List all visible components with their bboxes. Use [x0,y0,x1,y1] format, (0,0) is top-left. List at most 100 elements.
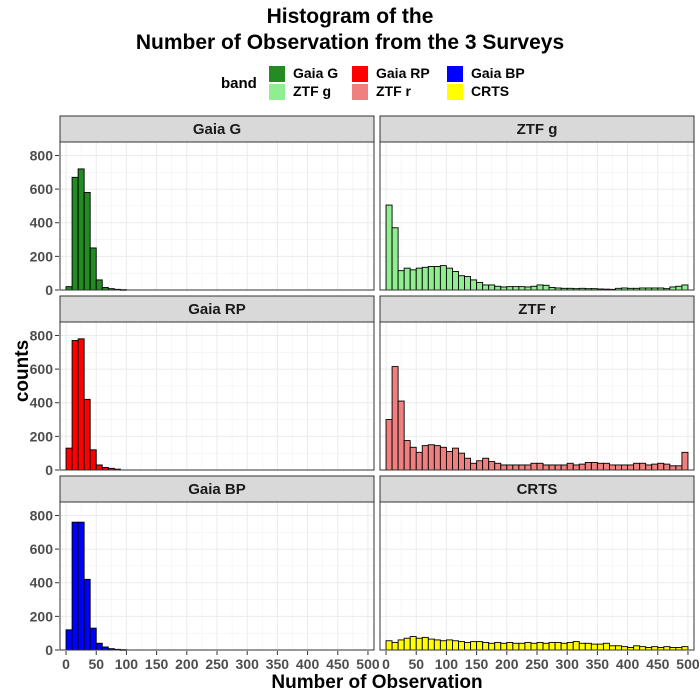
y-tick-label: 200 [30,428,54,444]
bar-crts [452,640,459,651]
bar-ztf-g [506,286,514,291]
y-tick-label: 0 [45,282,53,298]
y-tick-label: 800 [30,507,54,523]
x-tick-label: 400 [296,656,320,672]
bar-ztf-g [476,281,484,291]
x-tick-label: 500 [676,656,700,672]
bar-crts [542,642,550,651]
bar-crts [415,637,423,651]
bar-ztf-r [681,451,689,471]
bar-ztf-g [536,284,544,291]
bar-crts [566,641,574,651]
x-tick-label: 450 [326,656,350,672]
bar-ztf-r [403,440,411,471]
bar-ztf-g [488,284,496,291]
x-tick-label: 300 [556,656,580,672]
bar-ztf-r [476,460,484,471]
chart-title-line-1: Histogram of the [266,5,434,28]
bar-gaia-bp [83,578,91,651]
bar-ztf-r [566,462,574,471]
bar-ztf-g [415,267,423,291]
y-tick-label: 600 [30,181,54,197]
bar-ztf-r [639,462,647,471]
bar-ztf-r [409,446,417,471]
legend-title: band [221,75,257,92]
bar-crts [385,640,393,651]
bar-gaia-g [89,247,97,291]
legend-key-ztf-r [352,84,368,100]
bar-crts [663,646,671,651]
panel-gaia-bp: Gaia BP [59,475,375,651]
x-tick-label: 150 [145,656,169,672]
x-tick-label: 50 [88,656,104,672]
bar-ztf-r [572,464,580,471]
legend-key-gaia-g [269,66,285,82]
bar-ztf-r [445,451,453,471]
bar-gaia-bp [71,521,79,651]
x-tick-label: 150 [465,656,489,672]
x-tick-label: 250 [525,656,549,672]
legend-label-ztf-g: ZTF g [293,83,332,99]
panel-border [379,501,695,651]
panel-strip-label: Gaia BP [188,481,246,498]
chart-title: Histogram of the Number of Observation f… [0,4,700,56]
bar-ztf-r [512,464,520,471]
bar-ztf-r [675,465,683,471]
panel-border [59,501,375,651]
bar-ztf-g [427,266,435,291]
bar-crts [403,637,411,651]
bar-crts [397,639,405,651]
bar-ztf-r [536,462,544,471]
bar-crts [433,639,441,651]
bar-crts [482,641,490,651]
bar-ztf-r [470,462,478,471]
y-tick-label: 600 [30,541,54,557]
bar-crts [584,642,592,651]
bar-ztf-g [421,266,429,291]
bar-ztf-r [651,463,659,471]
bar-ztf-g [494,285,502,291]
panel-border [59,321,375,471]
bar-ztf-r [645,464,653,471]
bar-gaia-g [95,279,103,291]
panel-strip-label: Gaia G [193,121,241,138]
bar-gaia-rp [65,447,73,471]
legend-label-gaia-rp: Gaia RP [376,65,430,81]
panel-ztf-g: ZTF g [379,115,695,291]
panel-border [59,141,375,291]
bar-crts [621,646,629,651]
bar-gaia-rp [95,464,103,471]
bar-gaia-bp [89,627,97,651]
y-tick-label: 400 [30,215,54,231]
bar-gaia-bp [77,521,85,651]
x-tick-label: 100 [435,656,459,672]
bar-ztf-g [542,284,550,291]
panel-strip [379,295,695,323]
bar-ztf-r [397,400,405,471]
bar-ztf-r [506,464,514,471]
bar-crts [602,642,610,651]
bar-crts [512,642,520,651]
panel-strip-label: ZTF g [517,121,558,138]
bar-ztf-r [560,464,568,471]
y-tick-label: 200 [30,248,54,264]
bar-crts [506,641,514,651]
y-axis-label: counts [12,339,33,403]
bar-crts [615,645,622,651]
bar-gaia-g [83,192,91,291]
legend-label-crts: CRTS [471,83,510,99]
bar-ztf-r [415,451,423,471]
bar-crts [530,642,538,651]
bar-ztf-r [488,461,496,471]
bar-ztf-r [584,461,592,471]
bar-ztf-g [530,285,538,291]
bar-ztf-r [433,445,441,471]
bar-crts [639,646,647,651]
bar-crts [518,642,526,651]
bar-ztf-r [542,464,550,471]
bar-crts [445,639,453,651]
x-tick-label: 350 [586,656,610,672]
y-tick-label: 0 [45,462,53,478]
panel-strip-label: ZTF r [518,301,556,318]
bar-ztf-r [633,462,641,471]
